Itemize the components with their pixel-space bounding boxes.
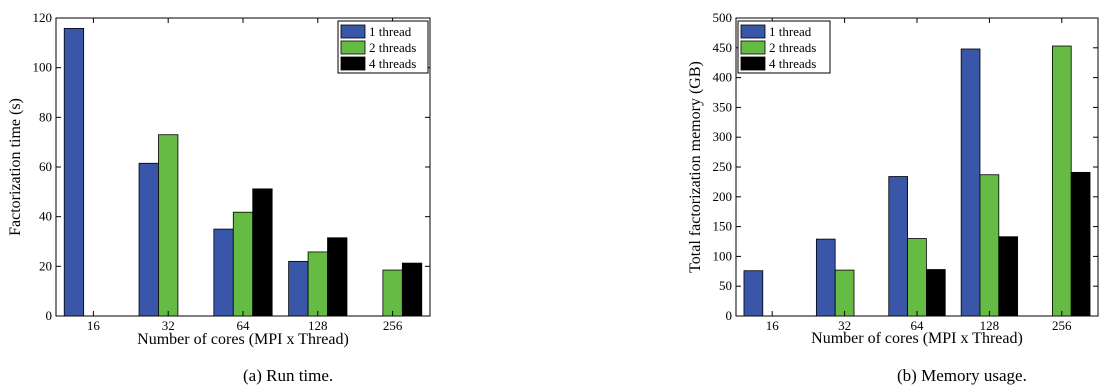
y-tick-label: 450 <box>713 40 733 55</box>
bar-4-threads-64 <box>926 269 946 317</box>
x-tick-label: 64 <box>237 318 251 333</box>
y-tick-label: 300 <box>713 129 733 144</box>
bar-4-threads-64 <box>252 188 273 317</box>
bar-2-threads-256 <box>1051 45 1072 317</box>
x-axis-label: Number of cores (MPI x Thread) <box>811 330 1023 347</box>
bar-1-thread-64 <box>888 176 908 317</box>
legend-label: 1 thread <box>769 24 812 39</box>
y-tick-label: 0 <box>726 308 733 323</box>
bar-4-threads-256 <box>1070 171 1091 317</box>
bar-4-threads-128 <box>327 237 348 317</box>
y-tick-label: 400 <box>713 70 733 85</box>
y-tick-label: 200 <box>713 189 733 204</box>
bar-2-threads-64 <box>907 238 927 317</box>
legend-swatch-2-threads <box>740 40 766 55</box>
y-tick-label: 50 <box>719 278 732 293</box>
x-tick-label: 16 <box>766 318 780 333</box>
x-axis-label: Number of cores (MPI x Thread) <box>137 331 349 348</box>
bar-1-thread-32 <box>138 162 159 317</box>
legend-label: 4 threads <box>769 56 816 71</box>
y-axis-label: Total factorization memory (GB) <box>687 61 704 273</box>
bar-1-thread-16 <box>63 28 85 317</box>
y-tick-label: 20 <box>39 258 52 273</box>
y-axis-label: Factorization time (s) <box>7 98 24 236</box>
legend-label: 2 threads <box>369 40 416 55</box>
bar-1-thread-64 <box>213 228 234 317</box>
x-tick-label: 128 <box>308 318 328 333</box>
x-tick-label: 64 <box>911 318 925 333</box>
y-tick-label: 0 <box>46 308 53 323</box>
legend-label: 4 threads <box>369 56 416 71</box>
bar-2-threads-256 <box>382 269 403 317</box>
y-tick-label: 250 <box>713 159 733 174</box>
caption: (a) Run time. <box>243 366 333 385</box>
bar-4-threads-256 <box>401 262 423 317</box>
legend-swatch-1-thread <box>340 24 366 39</box>
x-tick-label: 128 <box>980 318 1000 333</box>
bar-4-threads-128 <box>998 236 1019 317</box>
bar-2-threads-32 <box>834 269 855 317</box>
y-tick-label: 80 <box>39 109 52 124</box>
bar-1-thread-128 <box>960 48 981 317</box>
bar-2-threads-128 <box>979 174 1000 317</box>
y-tick-label: 60 <box>39 159 52 174</box>
bar-2-threads-64 <box>232 211 254 317</box>
chart-panel-1: 0 20 40 60 80 100 120 16 32 64 128 256 Number of cor… <box>7 10 431 385</box>
chart-panel-2: 0 50 100 150 200 250 300 350 400 450 500 16 32 64 128 2… <box>687 10 1099 385</box>
bar-1-thread-128 <box>288 260 309 317</box>
y-tick-label: 500 <box>713 10 733 25</box>
caption: (b) Memory usage. <box>897 366 1027 385</box>
y-tick-label: 40 <box>39 209 52 224</box>
x-tick-label: 32 <box>162 318 175 333</box>
bar-1-thread-32 <box>815 238 836 317</box>
y-tick-label: 100 <box>33 60 53 75</box>
y-tick-label: 150 <box>713 219 733 234</box>
legend-swatch-4-threads <box>740 56 766 71</box>
x-tick-label: 16 <box>87 318 101 333</box>
x-tick-label: 256 <box>383 318 403 333</box>
y-tick-label: 100 <box>713 248 733 263</box>
x-tick-label: 32 <box>838 318 851 333</box>
y-tick-label: 350 <box>713 99 733 114</box>
y-tick-label: 120 <box>33 10 53 25</box>
legend-swatch-4-threads <box>340 56 366 71</box>
x-tick-label: 256 <box>1052 318 1072 333</box>
legend-label: 2 threads <box>769 40 816 55</box>
bar-2-threads-128 <box>307 251 328 317</box>
legend-swatch-2-threads <box>340 40 366 55</box>
bar-1-thread-16 <box>743 270 764 317</box>
legend-swatch-1-thread <box>740 24 766 39</box>
legend-label: 1 thread <box>369 24 412 39</box>
bar-2-threads-32 <box>158 134 179 317</box>
